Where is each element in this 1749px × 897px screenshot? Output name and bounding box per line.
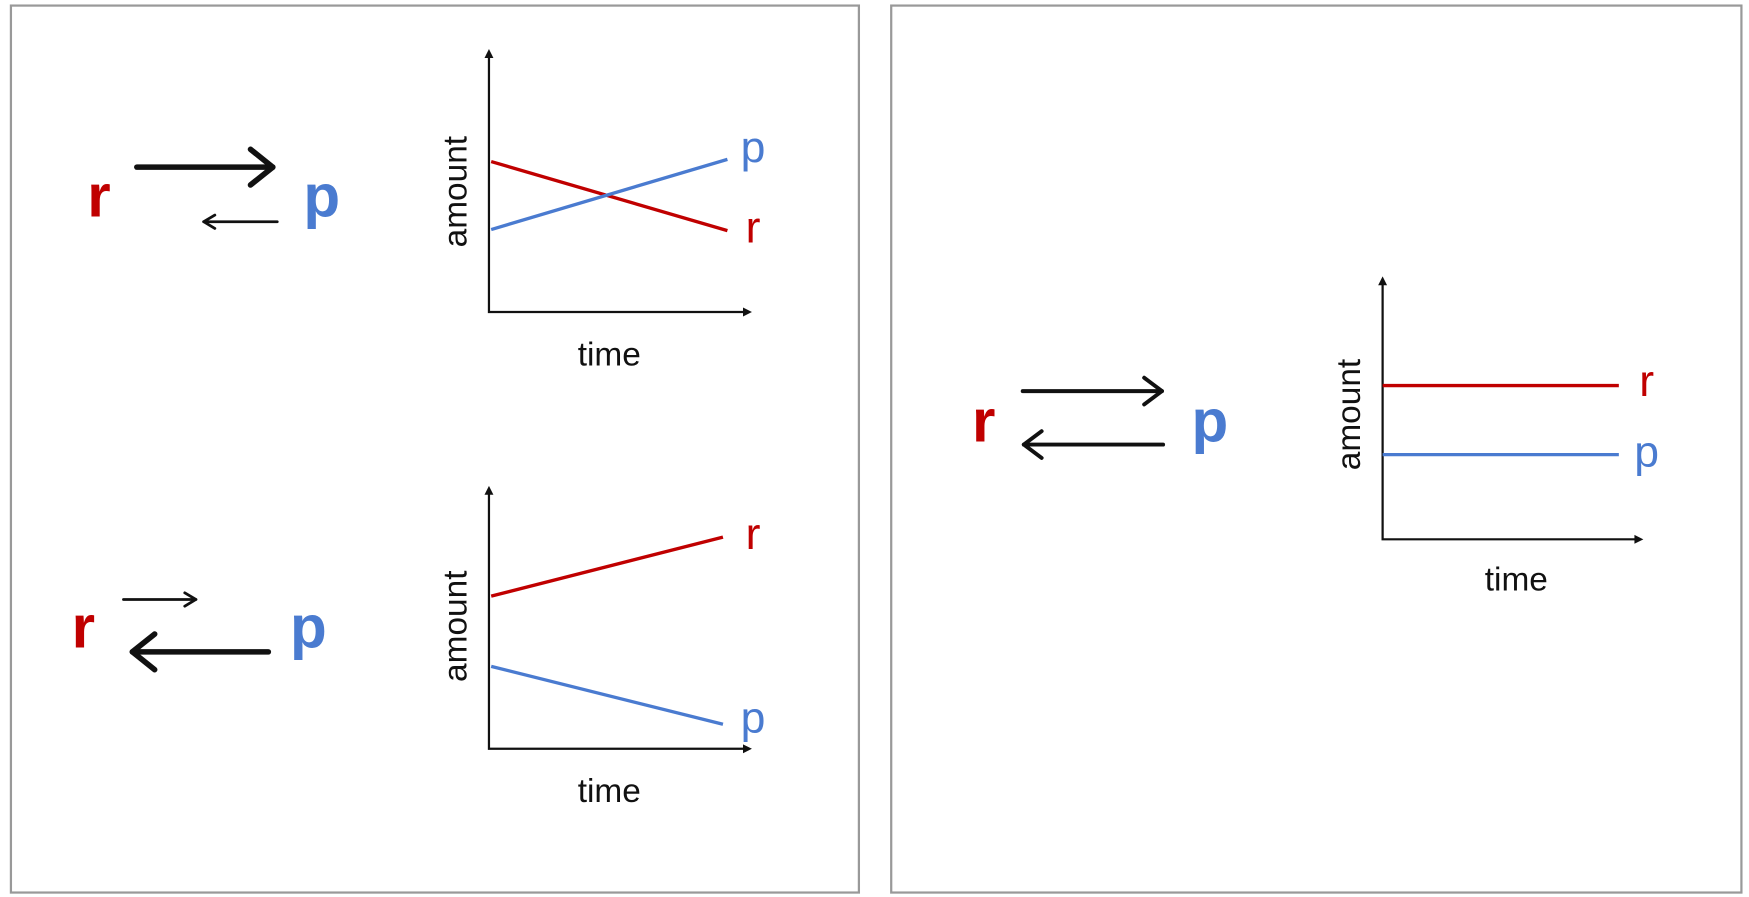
y-axis-label: amount — [1331, 358, 1368, 470]
trend-line — [490, 157, 728, 232]
y-axis-label: amount — [438, 570, 475, 682]
forward-arrow — [122, 591, 198, 608]
x-axis-label: time — [578, 773, 641, 810]
graph: p r amount time — [438, 49, 766, 373]
line-label: p — [741, 694, 766, 743]
trend-line — [490, 664, 724, 726]
graph: r p amount time — [1331, 276, 1659, 598]
reactant: r — [87, 162, 110, 229]
reverse-arrow — [1021, 429, 1166, 460]
trend-line — [490, 535, 724, 598]
line-label: r — [746, 510, 761, 559]
product: p — [290, 594, 327, 661]
reverse-arrow — [129, 631, 272, 673]
line-label: r — [746, 203, 761, 252]
product: p — [303, 162, 340, 229]
graph: r p amount time — [438, 485, 766, 810]
reactant: r — [972, 388, 995, 455]
line-label: p — [1634, 427, 1659, 476]
x-axis-label: time — [578, 336, 641, 373]
y-axis-label: amount — [438, 135, 475, 247]
panel-frame — [890, 4, 1743, 894]
line-label: p — [741, 123, 766, 172]
x-axis-label: time — [1485, 561, 1548, 598]
panel-frame — [9, 4, 861, 894]
product: p — [1192, 388, 1229, 455]
reverse-arrow — [202, 213, 279, 230]
forward-arrow — [1020, 375, 1164, 407]
line-label: r — [1639, 357, 1654, 406]
forward-arrow — [134, 146, 276, 188]
reactant: r — [72, 594, 95, 661]
